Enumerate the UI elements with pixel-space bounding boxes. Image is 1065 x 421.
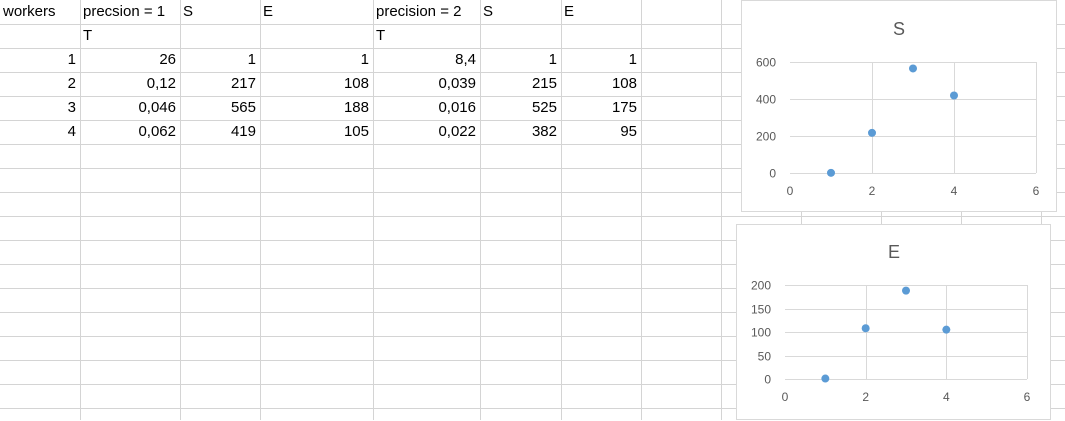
data-point[interactable]: [861, 324, 870, 333]
cell-s1[interactable]: 1: [247, 51, 256, 68]
x-tick-label: 4: [951, 184, 958, 198]
y-tick-label: 0: [769, 167, 776, 181]
cell-t1[interactable]: 26: [159, 51, 176, 68]
y-tick-label: 0: [764, 373, 771, 387]
data-point[interactable]: [902, 286, 910, 295]
cell-e1[interactable]: 1: [360, 51, 369, 68]
cell-t1[interactable]: 0,046: [138, 99, 176, 116]
data-point[interactable]: [950, 91, 958, 100]
cell-t2[interactable]: 0,022: [438, 123, 476, 140]
chart-e[interactable]: E 0 50 100 150 200 0 2 4 6: [736, 224, 1051, 420]
cell-s2[interactable]: 1: [548, 51, 557, 68]
x-tick-label: 0: [782, 390, 789, 404]
y-tick-label: 600: [756, 56, 776, 70]
cell-t2[interactable]: 0,016: [438, 99, 476, 116]
x-tick-label: 2: [862, 390, 869, 404]
header-precision-2[interactable]: precision = 2: [376, 3, 462, 20]
subheader-t-1[interactable]: T: [83, 27, 93, 44]
y-tick-label: 100: [751, 326, 771, 340]
cell-e1[interactable]: 105: [343, 123, 369, 140]
x-tick-label: 2: [869, 184, 876, 198]
chart-s-svg: S 0 200 400 600 0 2 4 6: [756, 19, 1040, 198]
header-s-2[interactable]: S: [483, 3, 494, 20]
header-e-2[interactable]: E: [564, 3, 575, 20]
header-e-1[interactable]: E: [263, 3, 274, 20]
y-tick-label: 150: [751, 303, 771, 317]
cell-t2[interactable]: 8,4: [455, 51, 476, 68]
x-tick-label: 0: [787, 184, 794, 198]
cell-workers[interactable]: 2: [67, 75, 76, 92]
header-s-1[interactable]: S: [183, 3, 194, 20]
x-tick-label: 6: [1033, 184, 1040, 198]
cell-s2[interactable]: 382: [531, 123, 557, 140]
y-tick-label: 200: [756, 130, 776, 144]
chart-s[interactable]: S 0 200 400 600 0 2 4 6: [741, 0, 1057, 212]
cell-s1[interactable]: 217: [230, 75, 256, 92]
cell-t1[interactable]: 0,062: [138, 123, 176, 140]
chart-e-title: E: [888, 242, 900, 262]
data-point[interactable]: [827, 168, 835, 177]
x-tick-label: 6: [1024, 390, 1031, 404]
y-tick-label: 200: [751, 279, 771, 293]
header-precision-1[interactable]: precsion = 1: [83, 3, 166, 20]
cell-workers[interactable]: 3: [67, 99, 76, 116]
cell-e2[interactable]: 108: [611, 75, 637, 92]
header-workers[interactable]: workers: [3, 3, 56, 20]
cell-s2[interactable]: 525: [531, 99, 557, 116]
cell-e1[interactable]: 108: [343, 75, 369, 92]
chart-s-title: S: [893, 19, 905, 39]
y-tick-label: 50: [758, 350, 772, 364]
data-point[interactable]: [942, 325, 951, 334]
cell-workers[interactable]: 4: [67, 123, 76, 140]
x-tick-label: 4: [943, 390, 950, 404]
cell-e2[interactable]: 1: [628, 51, 637, 68]
data-point[interactable]: [821, 374, 830, 383]
y-tick-label: 400: [756, 93, 776, 107]
cell-t2[interactable]: 0,039: [438, 75, 476, 92]
cell-s1[interactable]: 565: [230, 99, 256, 116]
cell-s2[interactable]: 215: [531, 75, 557, 92]
cell-s1[interactable]: 419: [230, 123, 256, 140]
cell-e2[interactable]: 95: [620, 123, 637, 140]
cell-workers[interactable]: 1: [67, 51, 76, 68]
subheader-t-2[interactable]: T: [376, 27, 386, 44]
cell-t1[interactable]: 0,12: [146, 75, 176, 92]
data-point[interactable]: [868, 128, 876, 137]
data-point[interactable]: [909, 64, 917, 73]
cell-e1[interactable]: 188: [343, 99, 369, 116]
chart-e-svg: E 0 50 100 150 200 0 2 4 6: [751, 242, 1031, 404]
cell-e2[interactable]: 175: [611, 99, 637, 116]
